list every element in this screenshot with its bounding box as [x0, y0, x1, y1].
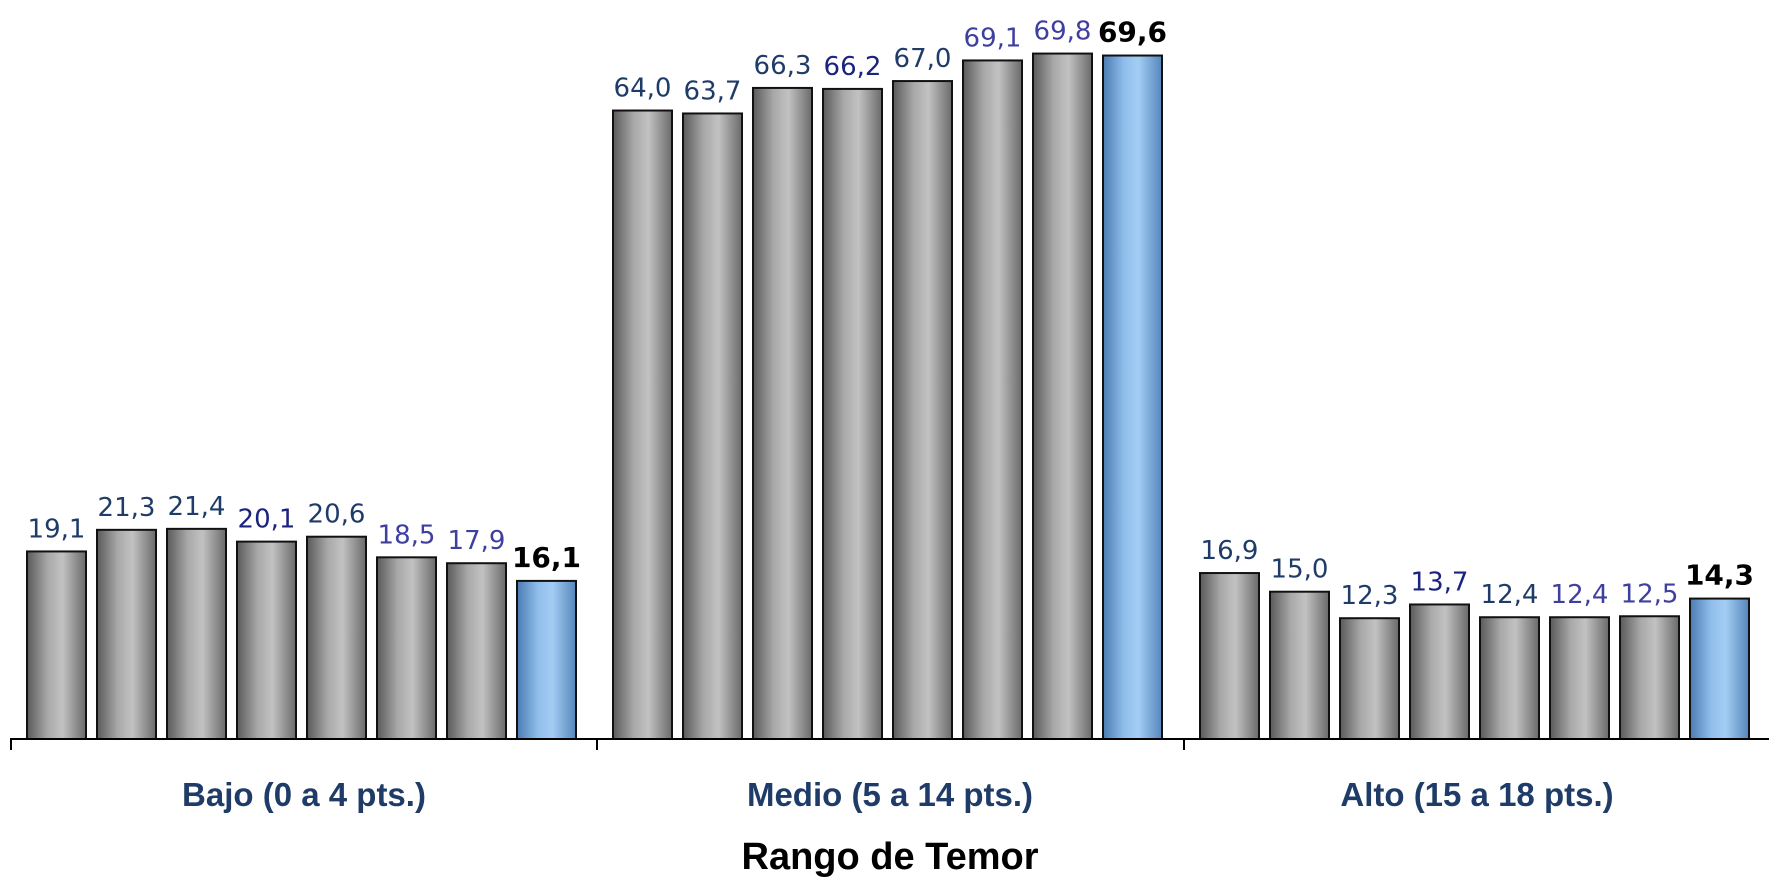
bar-3-1 — [1199, 572, 1260, 740]
value-labels-group: 19,1 21,3 21,4 20,1 20,6 18,5 17,9 16,1 64,0 63,7… — [28, 16, 1754, 612]
data-label-1-8: 16,1 — [512, 541, 581, 574]
data-label-3-6: 12,4 — [1551, 580, 1609, 610]
data-label-2-8: 69,6 — [1098, 16, 1167, 49]
data-label-1-4: 20,1 — [238, 505, 296, 535]
bar-2-1 — [612, 109, 673, 740]
data-label-3-2: 15,0 — [1271, 555, 1329, 585]
bar-1-2 — [96, 528, 157, 740]
bar-3-7 — [1619, 615, 1680, 740]
data-label-1-3: 21,4 — [168, 492, 226, 522]
data-label-1-2: 21,3 — [98, 493, 156, 523]
data-label-3-1: 16,9 — [1201, 536, 1259, 566]
data-label-2-7: 69,8 — [1034, 17, 1092, 47]
bar-2-8 — [1102, 54, 1163, 740]
bar-3-2 — [1269, 590, 1330, 741]
data-label-3-7: 12,5 — [1621, 579, 1679, 609]
x-axis-title: Rango de Temor — [742, 836, 1039, 878]
x-tick-label-medio: Medio (5 a 14 pts.) — [747, 776, 1033, 813]
data-label-1-6: 18,5 — [378, 520, 436, 550]
bar-3-6 — [1549, 616, 1610, 740]
bar-1-7 — [446, 562, 507, 740]
bar-1-1 — [26, 550, 87, 740]
bar-1-4 — [236, 540, 297, 740]
bar-1-5 — [306, 535, 367, 741]
bar-2-5 — [892, 80, 953, 740]
bar-1-3 — [166, 527, 227, 740]
data-label-2-1: 64,0 — [614, 74, 672, 104]
data-label-2-6: 69,1 — [964, 23, 1022, 53]
data-label-3-5: 12,4 — [1481, 580, 1539, 610]
bar-3-8 — [1689, 597, 1750, 740]
bar-3-5 — [1479, 616, 1540, 740]
bar-2-7 — [1032, 52, 1093, 740]
bar-2-6 — [962, 59, 1023, 741]
bar-3-3 — [1339, 617, 1400, 740]
bar-1-6 — [376, 556, 437, 741]
data-label-2-3: 66,3 — [754, 51, 812, 81]
data-label-1-7: 17,9 — [448, 526, 506, 556]
data-label-1-1: 19,1 — [28, 514, 86, 544]
bar-3-4 — [1409, 603, 1470, 740]
bar-1-8 — [516, 579, 577, 741]
data-label-3-3: 12,3 — [1341, 581, 1399, 611]
data-label-2-2: 63,7 — [684, 76, 742, 106]
data-label-3-8: 14,3 — [1685, 559, 1754, 592]
bar-2-4 — [822, 87, 883, 740]
bar-2-3 — [752, 86, 813, 740]
bars-group — [26, 52, 1750, 741]
data-label-2-4: 66,2 — [824, 52, 882, 82]
data-label-3-4: 13,7 — [1411, 567, 1469, 597]
data-label-2-5: 67,0 — [894, 44, 952, 74]
x-tick-label-alto: Alto (15 a 18 pts.) — [1340, 776, 1613, 813]
bar-2-2 — [682, 112, 743, 740]
data-label-1-5: 20,6 — [308, 500, 366, 530]
x-tick-label-bajo: Bajo (0 a 4 pts.) — [182, 776, 426, 813]
